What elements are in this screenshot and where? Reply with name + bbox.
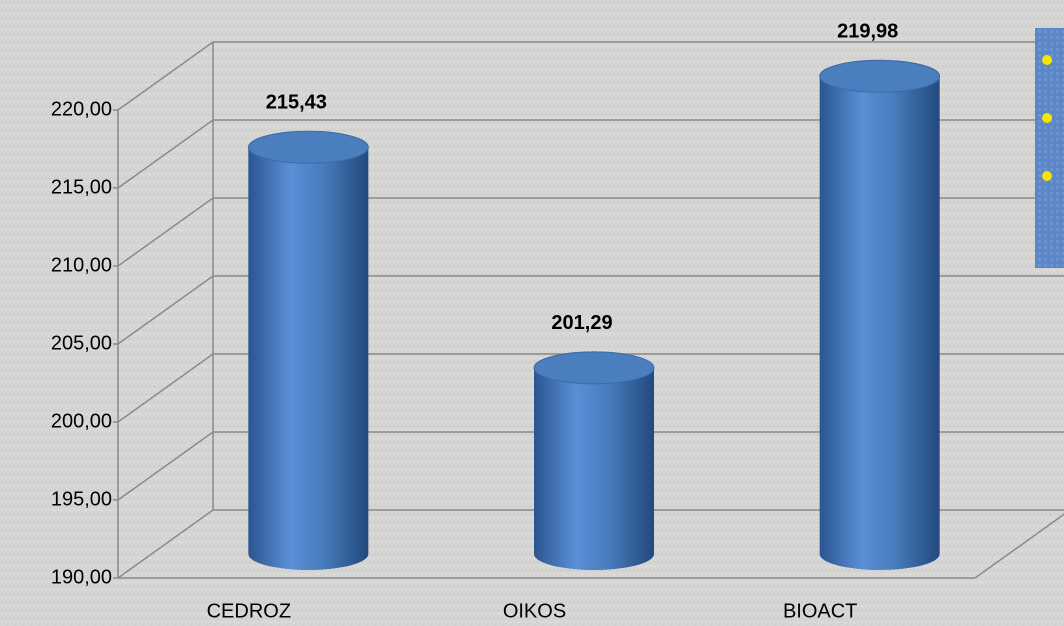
bar-top [247, 130, 369, 164]
grid-line [117, 353, 1064, 423]
legend-bullet [1042, 55, 1052, 65]
floor-edge [974, 513, 1064, 579]
cylinder [247, 130, 369, 571]
grid-line [117, 41, 1064, 111]
y-tick-label: 220,00 [51, 98, 112, 120]
bar [534, 367, 654, 570]
bar-top [533, 351, 655, 385]
y-tick-label: 210,00 [51, 254, 112, 276]
value-label: 219,98 [837, 21, 898, 43]
legend-bullet [1042, 113, 1052, 123]
legend-bullet [1042, 171, 1052, 181]
x-tick-label: OIKOS [503, 600, 566, 622]
y-tick-label: 195,00 [51, 488, 112, 510]
value-label: 201,29 [551, 312, 612, 334]
grid-line [117, 197, 1064, 267]
x-tick-label: CEDROZ [207, 600, 291, 622]
bar-top [819, 59, 941, 93]
legend-panel [1035, 28, 1064, 268]
value-label: 215,43 [266, 92, 327, 114]
grid-line [117, 275, 1064, 345]
y-tick-label: 215,00 [51, 176, 112, 198]
cylinder [819, 59, 941, 570]
bar [248, 147, 369, 571]
cylinder [533, 351, 655, 570]
grid-line [117, 119, 1064, 189]
grid-line [117, 431, 1064, 501]
x-tick-label: BIOACT [783, 600, 857, 622]
grid-line [117, 509, 1064, 579]
y-tick-label: 190,00 [51, 566, 112, 588]
y-tick-label: 200,00 [51, 410, 112, 432]
legend-box [1035, 28, 1064, 268]
bar [819, 76, 940, 570]
y-tick-label: 205,00 [51, 332, 112, 354]
